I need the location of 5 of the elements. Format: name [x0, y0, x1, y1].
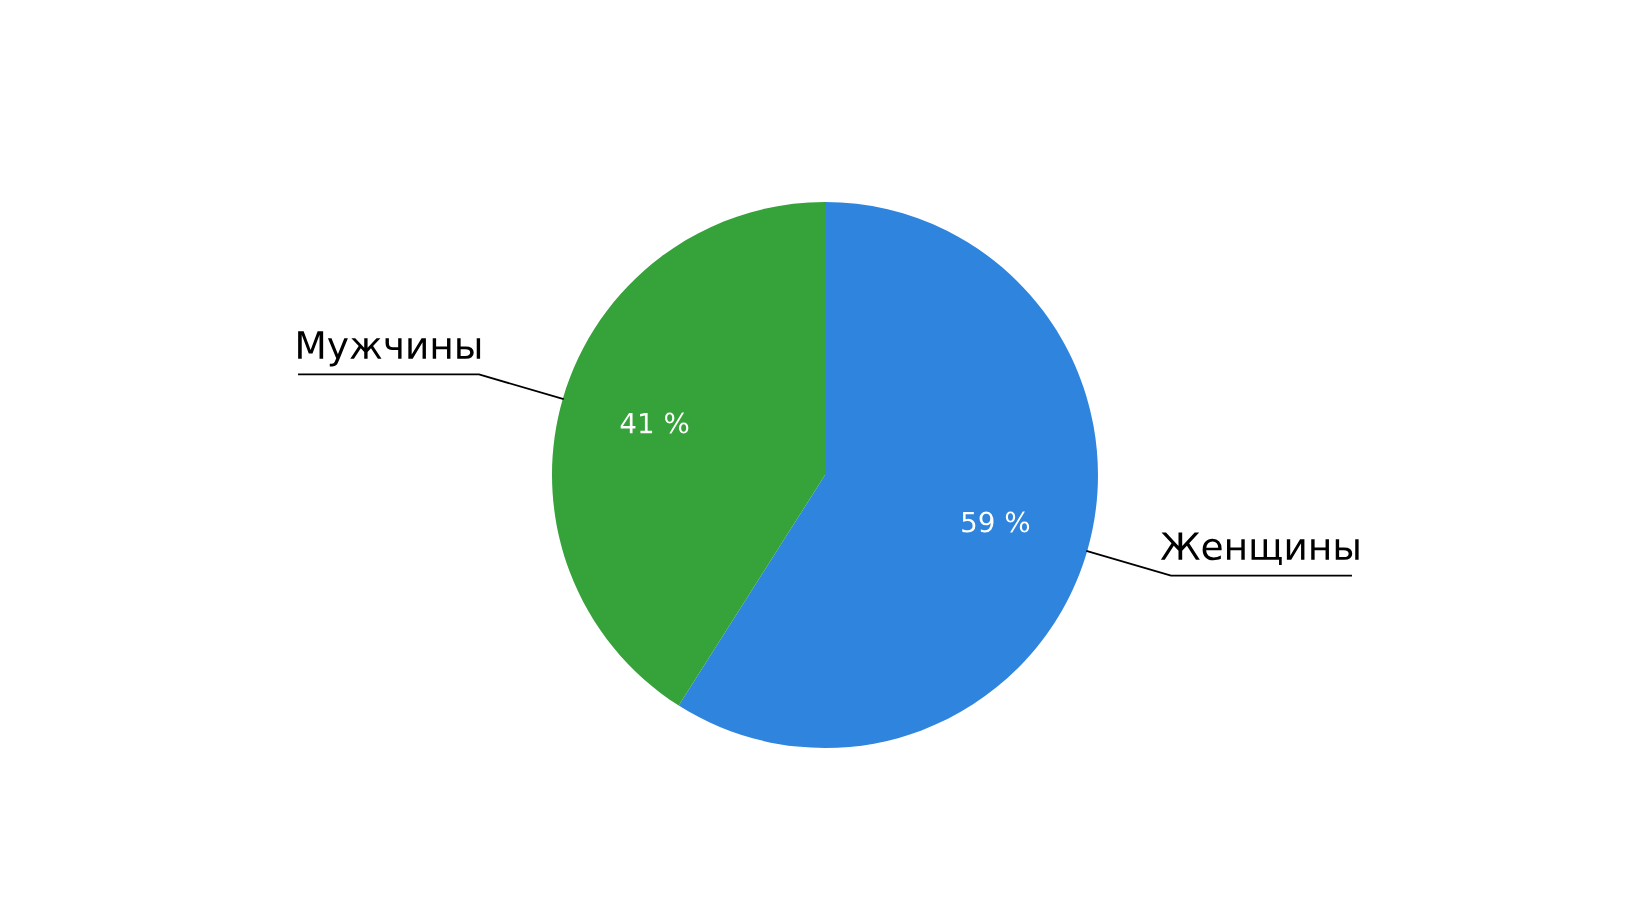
pie-slice: [552, 202, 825, 706]
data-label: 41 %: [620, 412, 689, 434]
slice-label: Мужчины: [298, 331, 481, 367]
slice-label: Женщины: [1160, 532, 1359, 565]
data-label: 59 %: [962, 511, 1030, 533]
